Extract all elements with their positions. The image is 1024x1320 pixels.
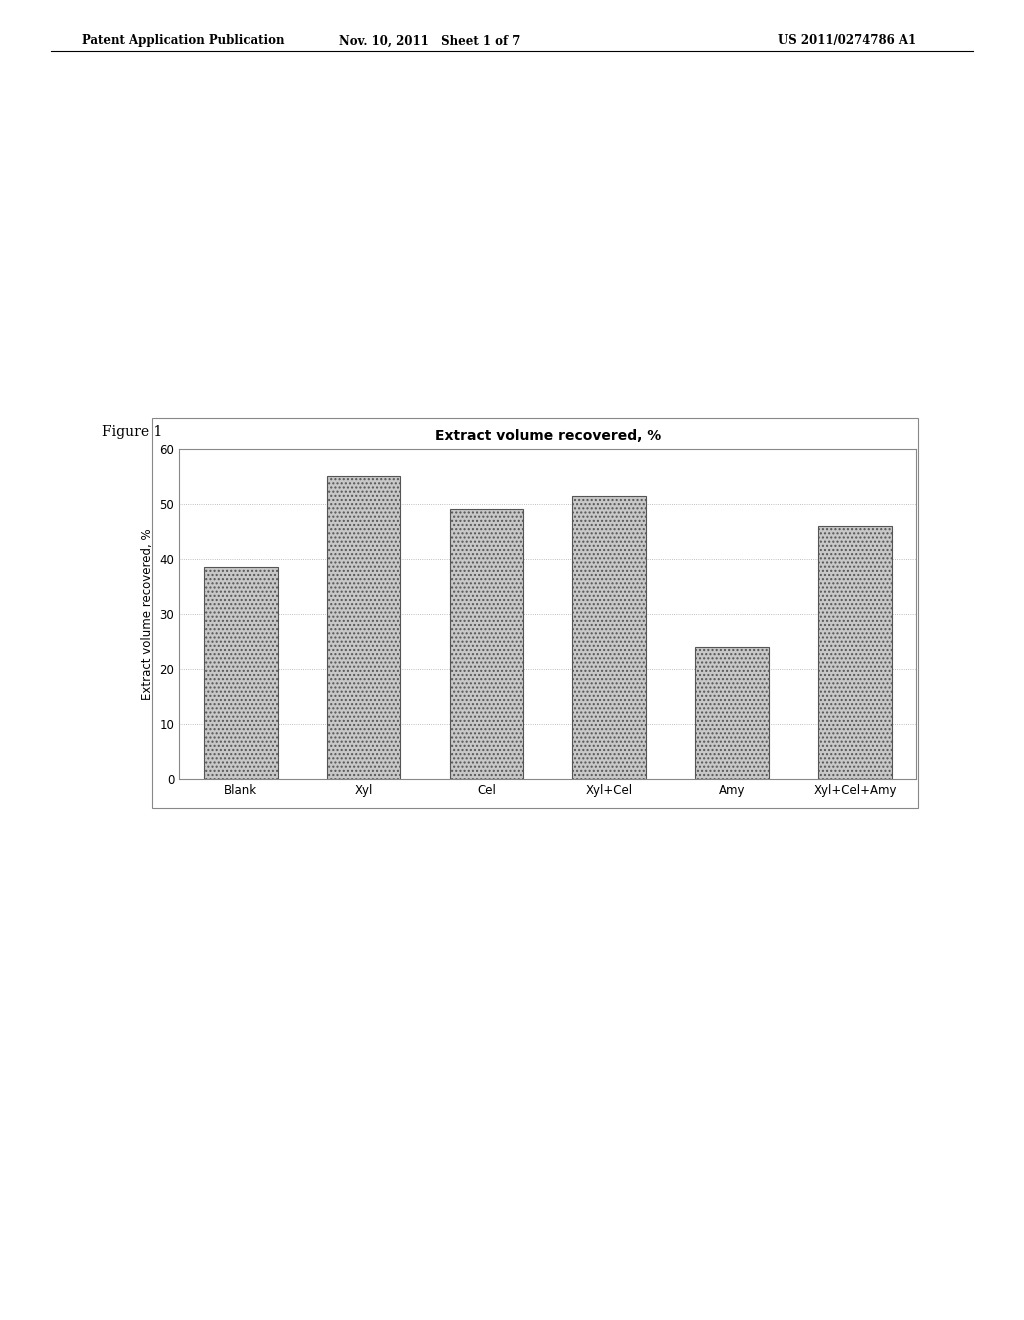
Bar: [204, 568, 278, 779]
Bar: [818, 525, 892, 779]
Title: Extract volume recovered, %: Extract volume recovered, %: [435, 429, 660, 444]
Bar: [695, 647, 769, 779]
Bar: [450, 510, 523, 779]
Text: US 2011/0274786 A1: US 2011/0274786 A1: [778, 34, 916, 48]
Y-axis label: Extract volume recovered, %: Extract volume recovered, %: [141, 528, 154, 700]
Bar: [327, 477, 400, 779]
Text: Patent Application Publication: Patent Application Publication: [82, 34, 285, 48]
Text: Figure 1: Figure 1: [102, 425, 163, 440]
Bar: [572, 495, 646, 779]
Text: Nov. 10, 2011   Sheet 1 of 7: Nov. 10, 2011 Sheet 1 of 7: [339, 34, 521, 48]
